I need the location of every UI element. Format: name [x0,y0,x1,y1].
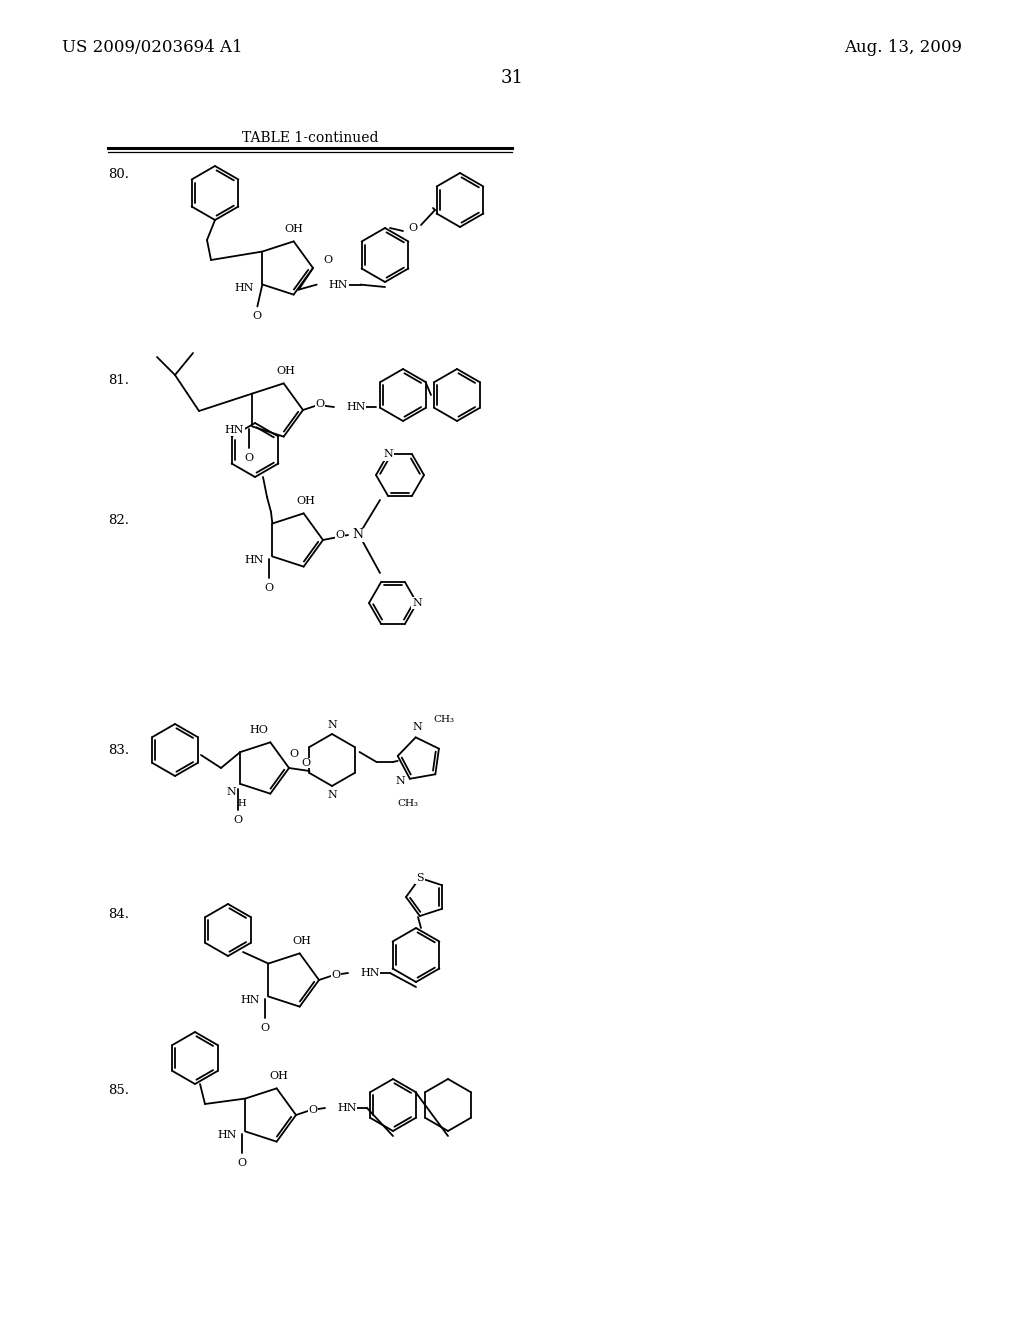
Text: HN: HN [337,1104,356,1113]
Text: HN: HN [245,556,264,565]
Text: N: N [395,776,404,785]
Text: O: O [261,1023,270,1034]
Text: OH: OH [276,367,295,376]
Text: O: O [335,531,344,540]
Text: OH: OH [296,496,315,507]
Text: O: O [238,1159,247,1168]
Text: N: N [327,789,337,800]
Text: O: O [409,223,418,234]
Text: HN: HN [234,284,254,293]
Text: O: O [331,970,340,979]
Text: HO: HO [250,725,268,735]
Text: TABLE 1-continued: TABLE 1-continued [242,131,378,145]
Text: O: O [245,454,254,463]
Text: N: N [226,787,237,797]
Text: S: S [416,873,424,883]
Text: O: O [233,814,243,825]
Text: N: N [412,598,422,609]
Text: HN: HN [241,995,260,1006]
Text: 85.: 85. [108,1084,129,1097]
Text: 81.: 81. [108,374,129,387]
Text: OH: OH [292,936,311,946]
Text: CH₃: CH₃ [434,715,455,723]
Text: O: O [323,255,332,265]
Text: N: N [413,722,423,733]
Text: N: N [352,528,364,541]
Text: O: O [315,399,325,409]
Text: 83.: 83. [108,743,129,756]
Text: N: N [327,719,337,730]
Text: HN: HN [329,280,348,289]
Text: US 2009/0203694 A1: US 2009/0203694 A1 [62,40,243,57]
Text: O: O [265,583,273,594]
Text: H: H [238,800,247,808]
Text: 31: 31 [501,69,523,87]
Text: HN: HN [346,403,366,412]
Text: N: N [383,449,393,459]
Text: O: O [290,748,299,759]
Text: CH₃: CH₃ [397,799,419,808]
Text: O: O [301,758,310,768]
Text: HN: HN [225,425,245,436]
Text: 84.: 84. [108,908,129,921]
Text: HN: HN [218,1130,238,1140]
Text: O: O [253,312,262,322]
Text: OH: OH [285,224,303,235]
Text: OH: OH [269,1072,288,1081]
Text: Aug. 13, 2009: Aug. 13, 2009 [844,40,962,57]
Text: HN: HN [360,968,380,978]
Text: 80.: 80. [108,168,129,181]
Text: O: O [308,1105,317,1115]
Text: 82.: 82. [108,513,129,527]
